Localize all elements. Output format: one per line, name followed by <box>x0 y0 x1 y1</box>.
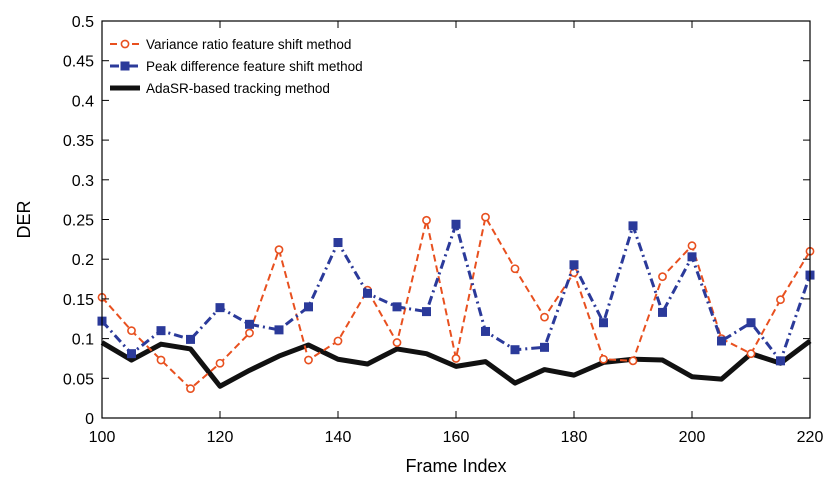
data-point <box>776 356 785 366</box>
data-point <box>451 219 461 229</box>
plot-marks <box>97 212 815 394</box>
x-tick-label: 200 <box>679 429 706 446</box>
series-line <box>100 338 812 389</box>
data-point <box>687 241 697 251</box>
y-tick-label: 0.3 <box>72 173 94 190</box>
legend-label: AdaSR-based tracking method <box>146 81 330 96</box>
data-point <box>658 307 667 317</box>
y-tick-label: 0 <box>85 411 94 428</box>
data-point <box>304 355 313 365</box>
data-point <box>628 356 638 366</box>
data-point <box>156 355 166 365</box>
legend: Variance ratio feature shift method Peak … <box>110 37 363 96</box>
data-point <box>481 212 490 222</box>
series-line <box>101 216 811 390</box>
series-1 <box>97 212 815 394</box>
data-point <box>540 312 549 322</box>
data-point <box>746 349 756 359</box>
data-point <box>628 221 638 231</box>
legend-swatch-marker <box>120 39 130 49</box>
x-tick-label: 160 <box>443 429 470 446</box>
data-point <box>481 326 490 336</box>
data-point <box>746 318 756 328</box>
data-point <box>274 325 284 335</box>
y-axis-label: DER <box>14 200 34 238</box>
data-point <box>127 326 136 336</box>
x-tick-label: 100 <box>89 429 116 446</box>
data-point <box>540 342 549 352</box>
x-tick-label: 120 <box>207 429 234 446</box>
data-point <box>186 384 195 394</box>
axis-ticks: 100 120 140 160 180 200 220 0 0.05 0.1 0.15 0.2 0.25… <box>63 14 824 446</box>
data-point <box>304 302 313 312</box>
y-tick-label: 0.05 <box>63 371 94 388</box>
data-point <box>658 272 667 282</box>
y-tick-label: 0.1 <box>72 332 94 349</box>
data-point <box>510 264 520 274</box>
y-tick-label: 0.4 <box>72 93 94 110</box>
y-tick-label: 0.5 <box>72 14 94 31</box>
y-tick-label: 0.15 <box>63 292 94 309</box>
data-point <box>215 303 225 313</box>
x-tick-label: 220 <box>797 429 824 446</box>
legend-label: Variance ratio feature shift method <box>146 37 351 52</box>
y-tick-label: 0.25 <box>63 213 94 230</box>
data-point <box>333 336 343 346</box>
data-point <box>510 345 520 355</box>
y-tick-label: 0.35 <box>63 133 94 150</box>
data-point <box>333 238 343 248</box>
series-line <box>100 222 812 363</box>
data-point <box>392 302 402 312</box>
data-point <box>717 336 726 346</box>
legend-swatch-marker <box>120 61 130 71</box>
data-point <box>363 288 372 298</box>
data-point <box>569 260 579 270</box>
data-point <box>186 334 195 344</box>
data-point <box>245 328 254 338</box>
y-tick-label: 0.45 <box>63 54 94 71</box>
series-3 <box>100 338 812 389</box>
data-point <box>215 358 225 368</box>
data-point <box>422 307 431 317</box>
x-axis-label: Frame Index <box>405 456 506 476</box>
legend-label: Peak difference feature shift method <box>146 59 363 74</box>
data-point <box>599 318 608 328</box>
data-point <box>599 354 608 364</box>
data-point <box>451 354 461 363</box>
x-tick-label: 140 <box>325 429 352 446</box>
data-point <box>422 215 431 225</box>
data-point <box>127 349 136 359</box>
data-point <box>245 319 254 329</box>
data-point <box>156 326 166 336</box>
data-point <box>776 295 785 305</box>
data-point <box>274 245 284 255</box>
data-point <box>687 252 697 262</box>
y-tick-label: 0.2 <box>72 252 94 269</box>
x-tick-label: 180 <box>561 429 588 446</box>
data-point <box>392 338 402 347</box>
